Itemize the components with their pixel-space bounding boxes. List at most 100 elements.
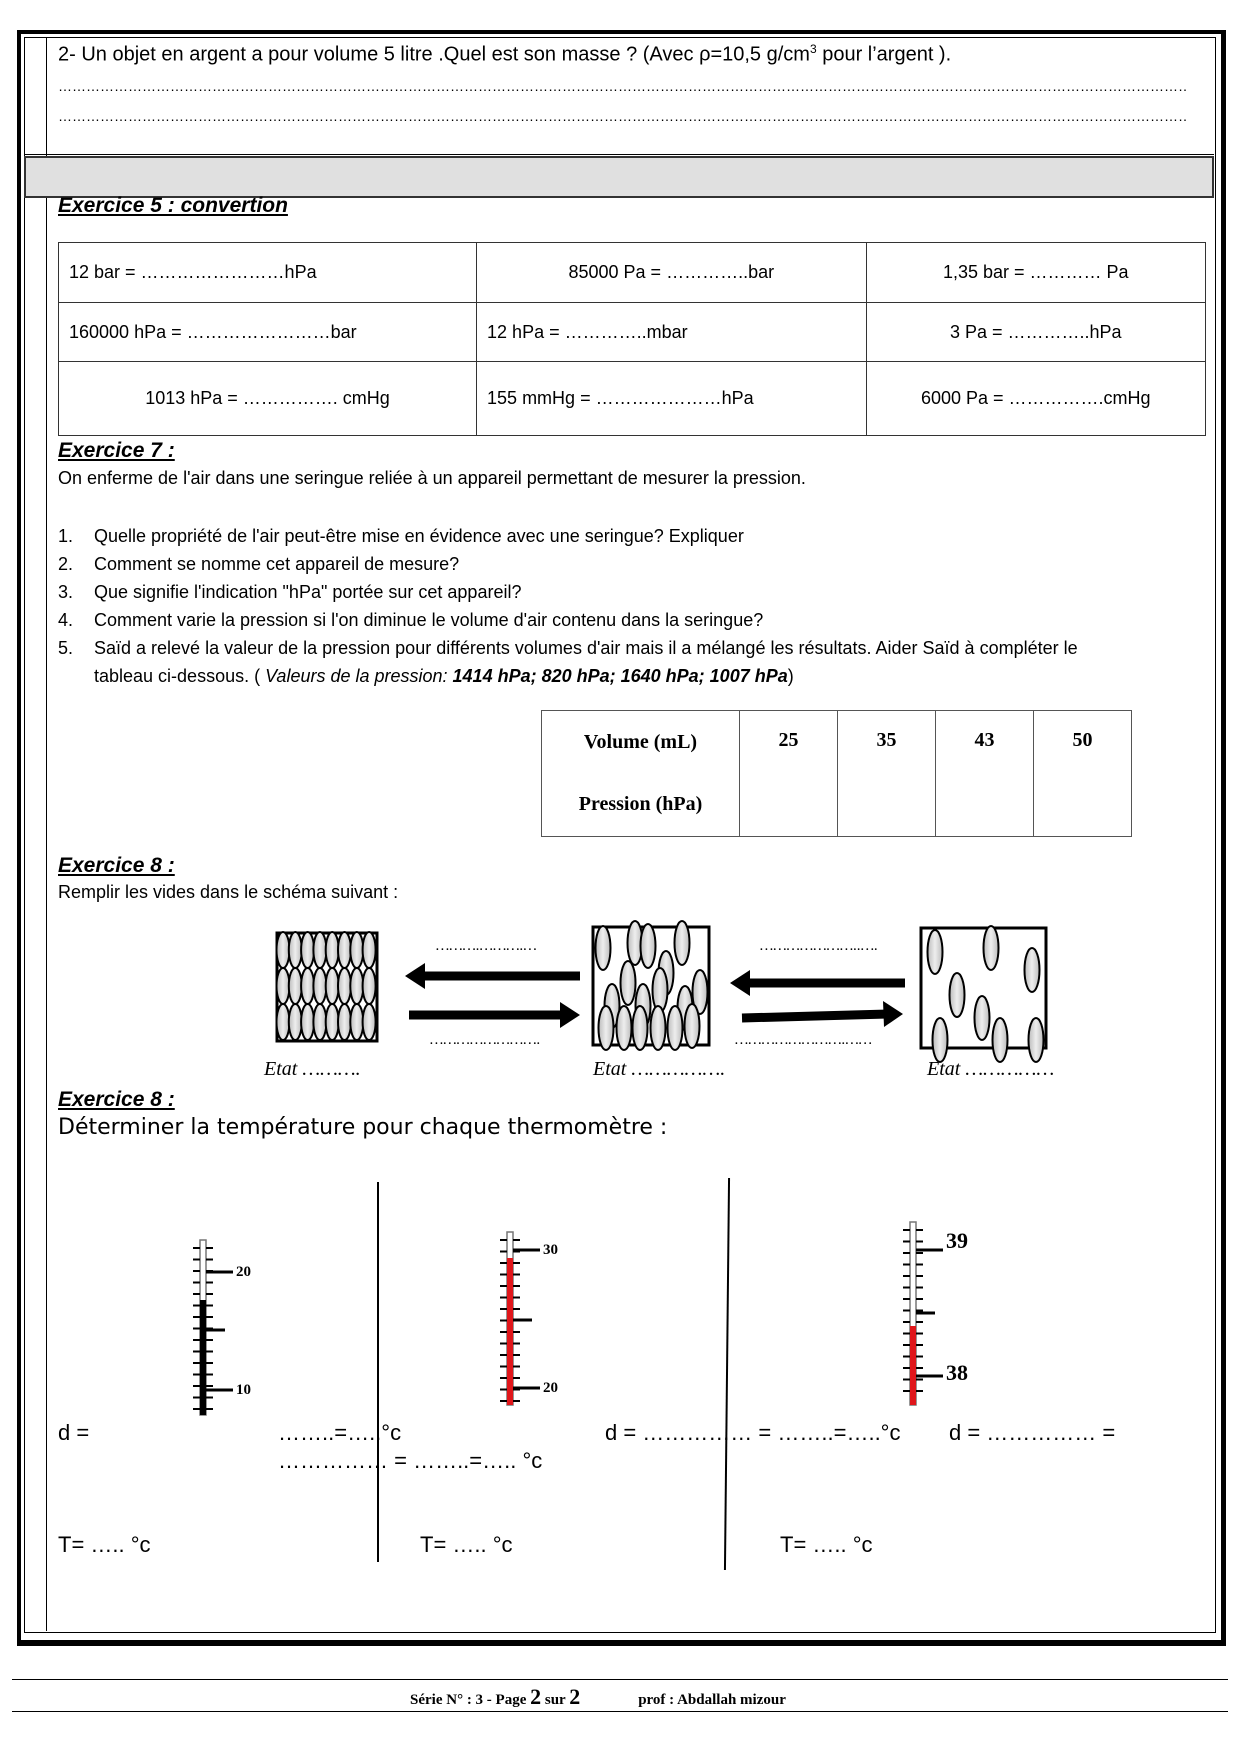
- arrow-left-1: [405, 963, 580, 989]
- particle: [275, 1003, 291, 1041]
- particle: [597, 1005, 615, 1051]
- particle: [639, 923, 657, 969]
- thermometer-2: 30 20: [500, 1231, 558, 1406]
- particle: [300, 931, 316, 969]
- particle: [1027, 1017, 1045, 1063]
- transition-label-top-left: ……….……….…: [436, 938, 537, 954]
- table-header: Volume (mL) Pression (hPa): [541, 710, 740, 837]
- particle: [361, 1003, 377, 1041]
- list-item: 3. Que signifie l'indication "hPa" portée…: [58, 578, 1138, 606]
- particle: [312, 967, 328, 1005]
- ex7-questions: 1. Quelle propriété de l'air peut-être mi…: [58, 522, 1138, 690]
- particle: [275, 931, 291, 969]
- question-2: 2- Un objet en argent a pour volume 5 li…: [58, 42, 952, 66]
- temperature-answer-1: T= ….. °c: [58, 1532, 151, 1557]
- table-row: 1013 hPa = ……………. cmHg 155 mmHg = …………………: [57, 361, 1207, 436]
- thermometer-liquid: [200, 1300, 206, 1415]
- particle: [649, 1005, 667, 1051]
- list-item: 4. Comment varie la pression si l'on dimi…: [58, 606, 1138, 634]
- scale-label: 38: [946, 1360, 968, 1385]
- item-number: 5.: [58, 638, 74, 658]
- item-text: Comment se nomme cet appareil de mesure?: [94, 554, 460, 574]
- inner-frame: [24, 37, 1216, 1633]
- d-formula-3: d = …………… =: [949, 1420, 1116, 1445]
- particle: [651, 967, 669, 1013]
- item-number: 3.: [58, 582, 74, 602]
- particle: [691, 969, 709, 1015]
- table-cell: 12 bar = ……………………hPa: [57, 242, 478, 303]
- temperature-answer-3: T= ….. °c: [780, 1532, 873, 1557]
- table-cell: 25: [739, 710, 838, 837]
- particle: [287, 931, 303, 969]
- footer-rule-top: [12, 1679, 1228, 1680]
- particle: [666, 1005, 684, 1051]
- ex8b-intro: Déterminer la température pour chaque th…: [58, 1115, 668, 1140]
- particle: [615, 1005, 633, 1051]
- footer-text: Série N° : 3 - Page 2 sur 2 prof : Abdall…: [410, 1684, 786, 1709]
- item-text: Comment varie la pression si l'on diminu…: [94, 610, 764, 630]
- transition-label-bottom-right: …………………….……: [735, 1032, 873, 1048]
- particle: [619, 960, 637, 1006]
- arrow-right-1: [409, 1002, 580, 1028]
- list-item: 5. Saïd a relevé la valeur de la pression…: [58, 634, 1138, 690]
- table-cell: 35: [837, 710, 936, 837]
- states-of-matter-diagram: [275, 920, 1048, 1063]
- transition-label-top-right: …………………..….: [760, 938, 878, 954]
- particle: [349, 967, 365, 1005]
- particle: [361, 967, 377, 1005]
- d-formula-1: ……..=…..°c: [278, 1420, 402, 1445]
- divider: [24, 154, 1214, 155]
- particle: [948, 972, 966, 1018]
- transition-label-bottom-left: …………………….: [430, 1032, 541, 1048]
- column-divider: [377, 1182, 379, 1562]
- table-cell: 3 Pa = …………..hPa: [865, 302, 1207, 362]
- particle: [324, 967, 340, 1005]
- table-cell: 1013 hPa = ……………. cmHg: [57, 361, 478, 436]
- item-text: Quelle propriété de l'air peut-être mise…: [94, 526, 744, 546]
- particle: [312, 931, 328, 969]
- ex8a-title: Exercice 8 :: [58, 854, 175, 877]
- particle: [324, 1003, 340, 1041]
- state-label-3: Etat ……………: [927, 1058, 1055, 1080]
- state-label-1: Etat ……….: [264, 1058, 361, 1080]
- ex8b-title: Exercice 8 :: [58, 1088, 175, 1111]
- ex7-intro: On enferme de l'air dans une seringue re…: [58, 468, 806, 488]
- particle: [275, 967, 291, 1005]
- particle: [631, 1005, 649, 1051]
- thermometer-liquid: [507, 1258, 513, 1405]
- outer-frame: [17, 30, 1226, 1646]
- particle: [324, 931, 340, 969]
- scale-label: 30: [543, 1242, 558, 1258]
- table-row: 12 bar = ……………………hPa 85000 Pa = …………..ba…: [57, 242, 1207, 303]
- list-item: 2. Comment se nomme cet appareil de mesur…: [58, 550, 1138, 578]
- ex5-title: Exercice 5 : convertion: [58, 194, 288, 217]
- conversion-table: 12 bar = ……………………hPa 85000 Pa = …………..ba…: [57, 242, 1207, 436]
- table-cell: 43: [935, 710, 1034, 837]
- particle: [926, 929, 944, 975]
- item-number: 4.: [58, 610, 74, 630]
- table-cell: 1,35 bar = ………… Pa: [865, 242, 1207, 303]
- particle: [594, 925, 612, 971]
- particle: [931, 1017, 949, 1063]
- answer-line-2: ……………………………………………………………………………………………………………: [58, 108, 1188, 124]
- particle: [287, 1003, 303, 1041]
- particle: [300, 1003, 316, 1041]
- item-text: Que signifie l'indication "hPa" portée s…: [94, 582, 522, 602]
- d-formula-2: d = …………… = ……..=…..°c: [605, 1420, 901, 1445]
- item-number: 2.: [58, 554, 74, 574]
- particle: [1023, 947, 1041, 993]
- table-cell: 6000 Pa = …………….cmHg: [865, 361, 1207, 436]
- thermometer-3: 39 38: [903, 1221, 968, 1406]
- state-label-2: Etat …………….: [593, 1058, 726, 1080]
- scale-label: 10: [236, 1382, 251, 1398]
- table-row: 160000 hPa = ……………………bar 12 hPa = …………..…: [57, 302, 1207, 362]
- scale-label: 20: [236, 1264, 251, 1280]
- particle: [361, 931, 377, 969]
- gas-box: [919, 925, 1048, 1063]
- scale-label: 20: [543, 1380, 558, 1396]
- particle: [973, 995, 991, 1041]
- table-cell: 85000 Pa = …………..bar: [476, 242, 867, 303]
- table-cell: 160000 hPa = ……………………bar: [57, 302, 478, 362]
